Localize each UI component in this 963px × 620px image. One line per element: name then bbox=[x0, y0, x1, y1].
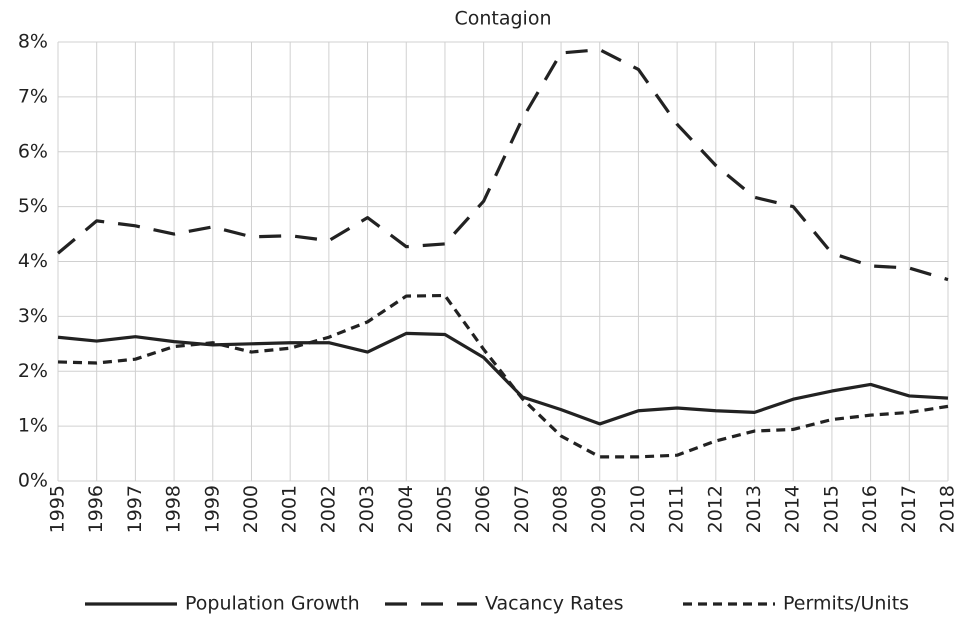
x-tick-label: 2002 bbox=[317, 485, 339, 533]
x-tick-label: 1996 bbox=[85, 485, 107, 533]
y-tick-label: 5% bbox=[18, 195, 48, 217]
y-tick-label: 7% bbox=[18, 85, 48, 107]
x-tick-label: 2003 bbox=[356, 485, 378, 533]
y-tick-label: 1% bbox=[18, 415, 48, 437]
x-tick-label: 2007 bbox=[511, 485, 533, 533]
y-tick-label: 4% bbox=[18, 250, 48, 272]
x-tick-label: 2018 bbox=[937, 485, 959, 533]
x-tick-label: 2010 bbox=[627, 485, 649, 533]
x-tick-label: 2015 bbox=[820, 485, 842, 533]
y-tick-label: 3% bbox=[18, 305, 48, 327]
series-line bbox=[57, 293, 949, 459]
x-tick-label: 2014 bbox=[782, 485, 804, 533]
x-tick-label: 2017 bbox=[898, 485, 920, 533]
x-tick-label: 2008 bbox=[550, 485, 572, 533]
x-tick-label: 2009 bbox=[588, 485, 610, 533]
y-tick-label: 6% bbox=[18, 140, 48, 162]
x-tick-label: 2011 bbox=[666, 485, 688, 533]
series-line bbox=[56, 48, 949, 282]
series-line bbox=[57, 331, 949, 426]
chart-title: Contagion bbox=[454, 8, 551, 30]
x-tick-label: 2004 bbox=[395, 485, 417, 533]
x-tick-label: 2005 bbox=[433, 485, 455, 533]
x-tick-label: 1998 bbox=[163, 485, 185, 533]
x-tick-label: 2016 bbox=[859, 485, 881, 533]
x-tick-label: 2001 bbox=[279, 485, 301, 533]
legend-label: Population Growth bbox=[185, 593, 360, 615]
x-tick-label: 2012 bbox=[704, 485, 726, 533]
y-tick-label: 2% bbox=[18, 360, 48, 382]
x-tick-label: 2006 bbox=[472, 485, 494, 533]
x-tick-label: 2013 bbox=[743, 485, 765, 533]
y-tick-label: 8% bbox=[18, 31, 48, 53]
x-tick-label: 1995 bbox=[47, 485, 69, 533]
legend-label: Permits/Units bbox=[783, 593, 909, 615]
legend-label: Vacancy Rates bbox=[485, 593, 624, 615]
y-tick-label: 0% bbox=[18, 470, 48, 492]
x-tick-label: 1999 bbox=[201, 485, 223, 533]
x-tick-label: 2000 bbox=[240, 485, 262, 533]
x-tick-label: 1997 bbox=[124, 485, 146, 533]
